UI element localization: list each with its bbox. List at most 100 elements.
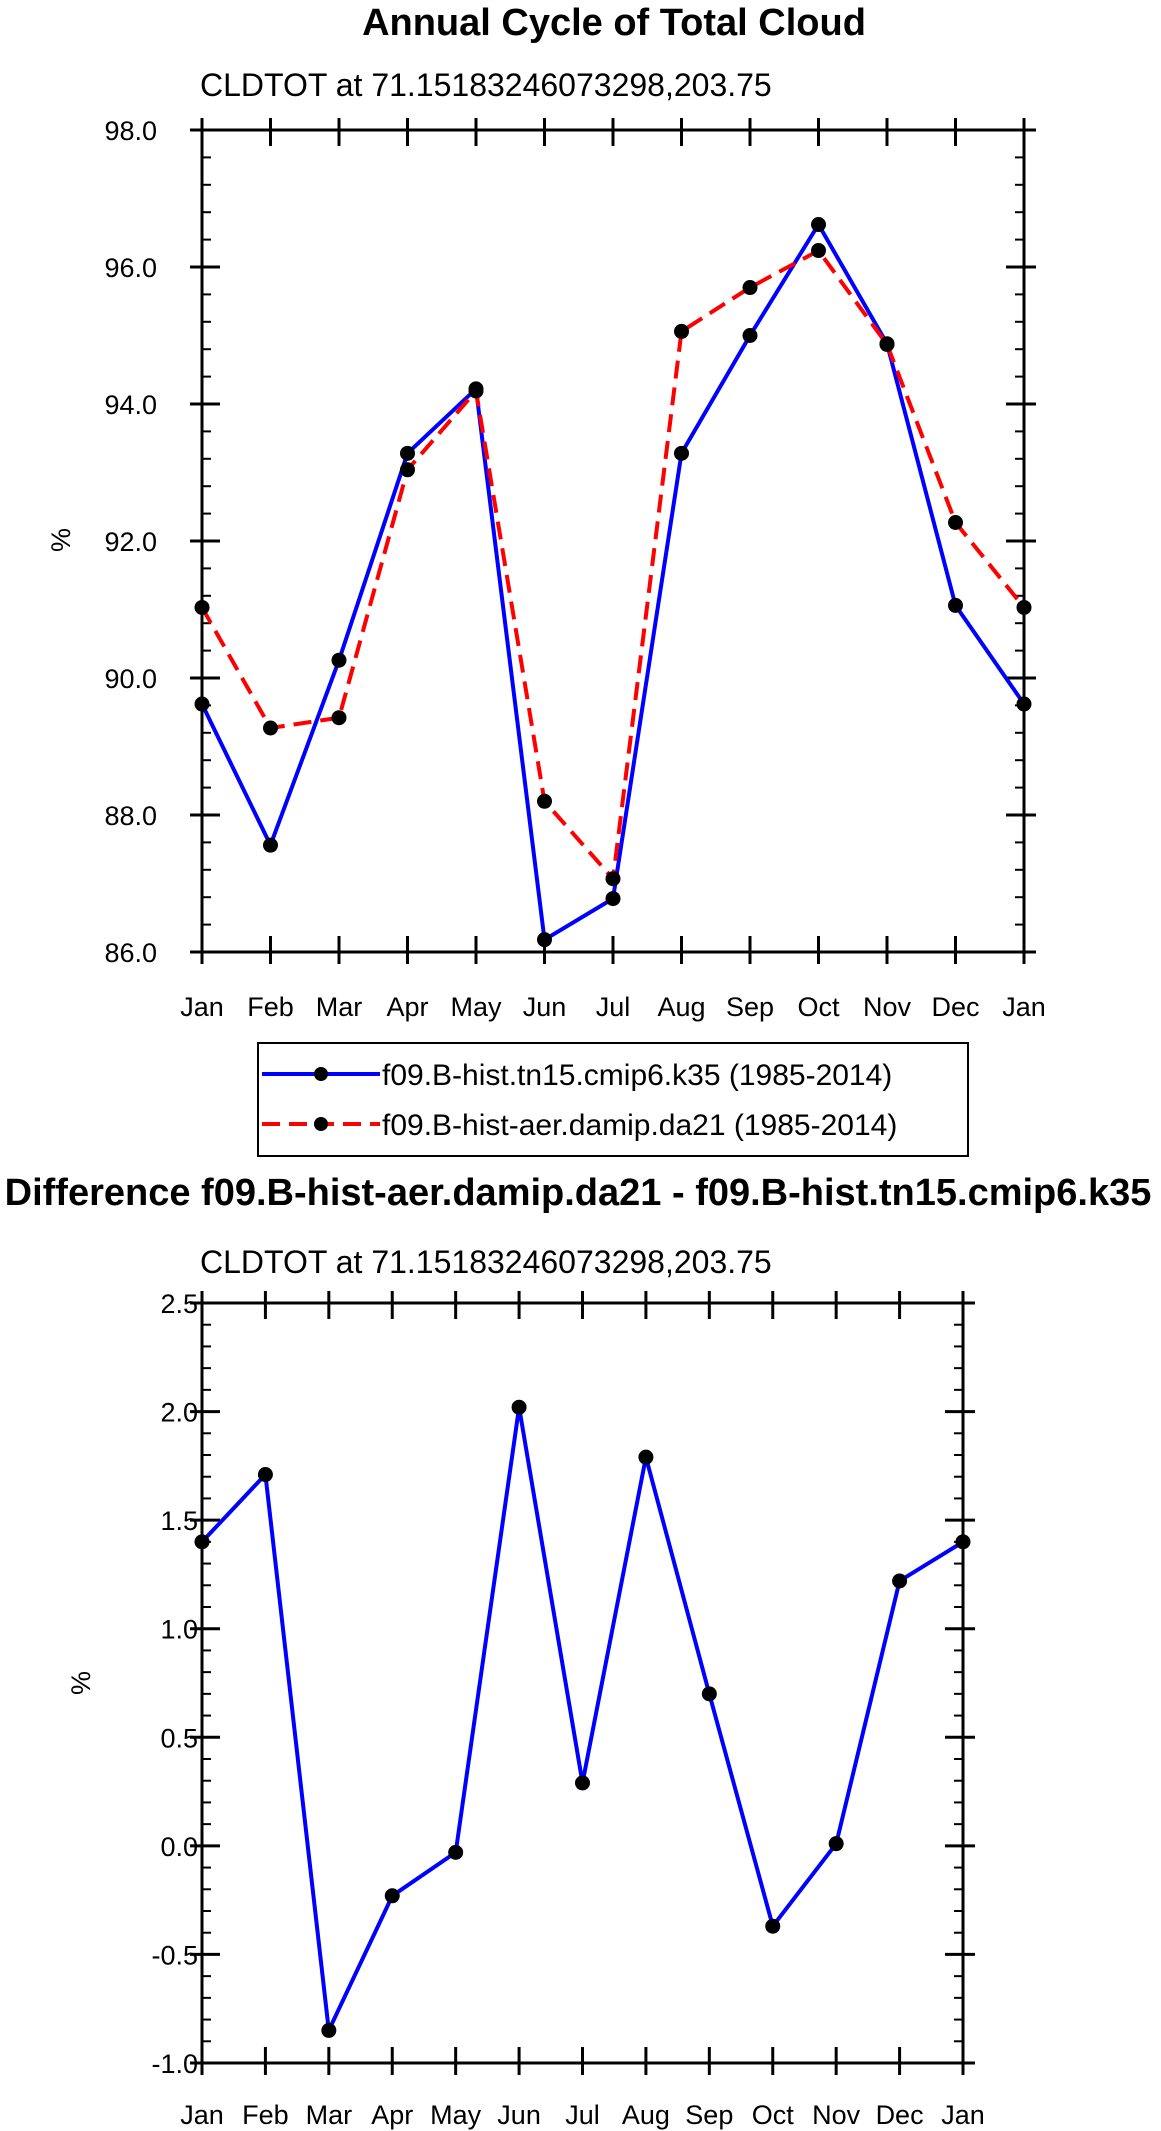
x-tick-label: Oct <box>797 992 840 1022</box>
y-tick-label: 90.0 <box>104 664 157 694</box>
y-tick-label: 86.0 <box>104 938 157 968</box>
y-tick-label: 96.0 <box>104 253 157 283</box>
y-tick-label: -0.5 <box>151 1940 198 1970</box>
x-tick-label: May <box>430 2100 482 2130</box>
y-tick-label: 98.0 <box>104 116 157 146</box>
chart-subtitle: CLDTOT at 71.15183246073298,203.75 <box>200 1244 772 1280</box>
annual-cycle-chart: Annual Cycle of Total Cloud CLDTOT at 71… <box>46 2 1046 1157</box>
y-tick-label: 0.5 <box>160 1723 198 1753</box>
data-point <box>511 1399 527 1415</box>
data-point <box>257 1467 273 1483</box>
plot-frame <box>200 128 1026 954</box>
x-tick-label: Dec <box>876 2100 924 2130</box>
data-point <box>811 243 826 259</box>
y-tick-label: 2.0 <box>160 1398 198 1428</box>
data-point <box>742 328 758 343</box>
data-point <box>674 445 689 461</box>
plot-area: 86.0 88.0 90.0 92.0 94.0 96.0 98.0 Jan Feb Mar Apr… <box>104 116 1045 1022</box>
y-tick-label: 2.5 <box>160 1289 198 1319</box>
y-tick-label: 92.0 <box>104 527 157 557</box>
data-point <box>263 837 278 853</box>
y-tick-label: -1.0 <box>151 2049 198 2079</box>
x-tick-label: Aug <box>657 992 705 1022</box>
x-tick-label: Apr <box>386 992 428 1022</box>
legend-marker-1 <box>314 1117 328 1131</box>
x-tick-label: Feb <box>242 2100 289 2130</box>
data-point <box>331 652 347 668</box>
data-point <box>263 720 278 736</box>
data-point <box>948 515 963 531</box>
data-point <box>400 445 415 461</box>
chart-subtitle: CLDTOT at 71.15183246073298,203.75 <box>200 67 772 103</box>
x-tick-label: May <box>450 992 502 1022</box>
data-point <box>448 1844 464 1860</box>
legend-marker-0 <box>314 1067 328 1081</box>
x-tick-label: Jan <box>180 2100 224 2130</box>
x-tick-label: Sep <box>685 2100 733 2130</box>
legend-entry-1: f09.B-hist-aer.damip.da21 (1985-2014) <box>262 1109 897 1142</box>
data-point <box>828 1836 844 1852</box>
plot-area: -1.0 -0.5 0.0 0.5 1.0 1.5 2.0 2.5 Jan Feb Mar Apr Ma… <box>151 1289 984 2130</box>
series-line-0 <box>200 1405 965 2033</box>
chart-title: Annual Cycle of Total Cloud <box>362 2 866 44</box>
data-point <box>537 793 552 809</box>
data-point <box>701 1686 717 1702</box>
chart-title: Difference f09.B-hist-aer.damip.da21 - f… <box>5 1172 1152 1214</box>
x-tick-label: Sep <box>726 992 774 1022</box>
y-tick-label: 94.0 <box>104 390 157 420</box>
x-tick-label: Dec <box>931 992 979 1022</box>
data-point <box>384 1888 400 1904</box>
data-point <box>468 383 484 399</box>
x-tick-label: Nov <box>863 992 912 1022</box>
data-point <box>321 2022 337 2038</box>
data-point <box>575 1775 590 1791</box>
data-point <box>742 280 758 296</box>
y-tick-label: 1.0 <box>160 1615 198 1645</box>
data-point <box>892 1573 908 1589</box>
legend-entry-0: f09.B-hist.tn15.cmip6.k35 (1985-2014) <box>262 1059 892 1092</box>
data-point <box>605 871 621 887</box>
difference-chart: Difference f09.B-hist-aer.damip.da21 - f… <box>5 1172 1152 2130</box>
x-tick-label: Jan <box>1002 992 1046 1022</box>
data-point <box>765 1918 781 1934</box>
data-point <box>194 696 210 712</box>
x-tick-label: Mar <box>316 992 363 1022</box>
data-point <box>674 323 689 339</box>
x-tick-label: Jun <box>523 992 567 1022</box>
data-point <box>955 1534 971 1550</box>
data-point <box>811 217 826 233</box>
data-point <box>331 710 347 726</box>
data-point <box>879 336 895 352</box>
legend-label-1: f09.B-hist-aer.damip.da21 (1985-2014) <box>382 1109 897 1142</box>
y-axis-label: % <box>46 528 76 552</box>
x-tick-label: Jun <box>497 2100 541 2130</box>
data-point <box>605 891 621 907</box>
data-point <box>1016 599 1032 615</box>
y-axis-label: % <box>66 1671 96 1695</box>
x-tick-label: Aug <box>622 2100 670 2130</box>
legend-label-0: f09.B-hist.tn15.cmip6.k35 (1985-2014) <box>382 1059 892 1092</box>
data-point <box>194 1534 210 1550</box>
x-tick-label: Oct <box>752 2100 795 2130</box>
plot-frame <box>200 1301 965 2065</box>
y-tick-label: 88.0 <box>104 801 157 831</box>
x-tick-label: Nov <box>812 2100 861 2130</box>
x-tick-label: Mar <box>306 2100 353 2130</box>
y-tick-label: 1.5 <box>160 1506 198 1536</box>
data-point <box>194 599 210 615</box>
series-line-1 <box>200 248 1026 881</box>
series-line-0 <box>200 222 1026 942</box>
data-point <box>400 462 415 478</box>
data-point <box>948 597 963 613</box>
data-point <box>638 1449 654 1465</box>
data-point <box>537 932 552 948</box>
data-point <box>1016 696 1032 712</box>
x-tick-label: Jul <box>565 2100 600 2130</box>
x-tick-label: Feb <box>247 992 294 1022</box>
legend: f09.B-hist.tn15.cmip6.k35 (1985-2014) f0… <box>257 1042 969 1157</box>
x-tick-label: Jan <box>180 992 224 1022</box>
x-tick-label: Apr <box>371 2100 413 2130</box>
x-tick-label: Jan <box>941 2100 985 2130</box>
legend-box <box>257 1042 969 1157</box>
